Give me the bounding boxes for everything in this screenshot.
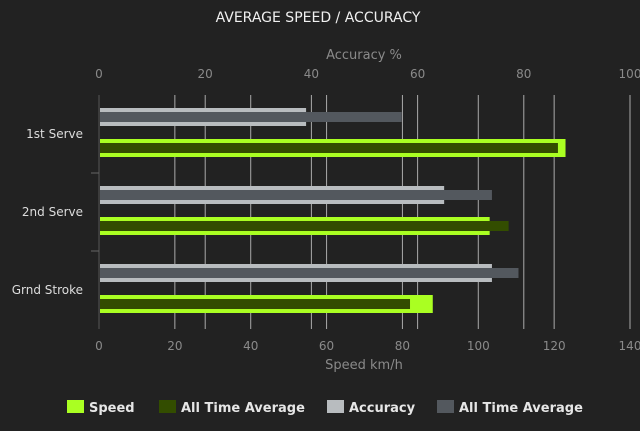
legend-swatch — [159, 400, 176, 413]
speed-tick-label: 140 — [619, 339, 640, 353]
accuracy-average-bar — [100, 112, 402, 122]
category-label: 1st Serve — [26, 127, 83, 141]
speed-tick-label: 100 — [467, 339, 490, 353]
category-label: 2nd Serve — [22, 205, 83, 219]
accuracy-average-bar — [100, 190, 492, 200]
accuracy-tick-label: 60 — [410, 67, 425, 81]
accuracy-average-bar — [100, 268, 519, 278]
top-axis-label: Accuracy % — [326, 48, 402, 63]
legend-label: All Time Average — [181, 401, 305, 416]
speed-average-bar — [100, 221, 509, 231]
category-label: Grnd Stroke — [12, 283, 83, 297]
legend-item[interactable]: Speed — [67, 400, 135, 416]
speed-tick-label: 80 — [395, 339, 410, 353]
accuracy-tick-label: 100 — [619, 67, 640, 81]
legend-label: Accuracy — [349, 401, 416, 416]
speed-tick-label: 40 — [243, 339, 258, 353]
legend-swatch — [437, 400, 454, 413]
legend-label: Speed — [89, 401, 135, 416]
legend-item[interactable]: Accuracy — [327, 400, 416, 416]
legend-swatch — [327, 400, 344, 413]
accuracy-tick-label: 40 — [304, 67, 319, 81]
accuracy-tick-label: 20 — [198, 67, 213, 81]
legend-swatch — [67, 400, 84, 413]
bottom-axis-label: Speed km/h — [325, 358, 403, 373]
legend-item[interactable]: All Time Average — [159, 400, 305, 416]
legend-item[interactable]: All Time Average — [437, 400, 583, 416]
accuracy-tick-label: 80 — [516, 67, 531, 81]
speed-tick-label: 60 — [319, 339, 334, 353]
chart-title: AVERAGE SPEED / ACCURACY — [216, 10, 421, 26]
accuracy-tick-label: 0 — [95, 67, 103, 81]
legend-label: All Time Average — [459, 401, 583, 416]
speed-tick-label: 120 — [543, 339, 566, 353]
speed-average-bar — [100, 143, 558, 153]
speed-tick-label: 0 — [95, 339, 103, 353]
speed-tick-label: 20 — [167, 339, 182, 353]
speed-average-bar — [100, 299, 411, 309]
